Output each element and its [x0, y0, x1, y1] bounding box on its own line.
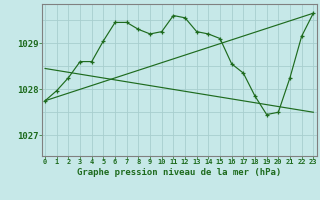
X-axis label: Graphe pression niveau de la mer (hPa): Graphe pression niveau de la mer (hPa) [77, 168, 281, 177]
